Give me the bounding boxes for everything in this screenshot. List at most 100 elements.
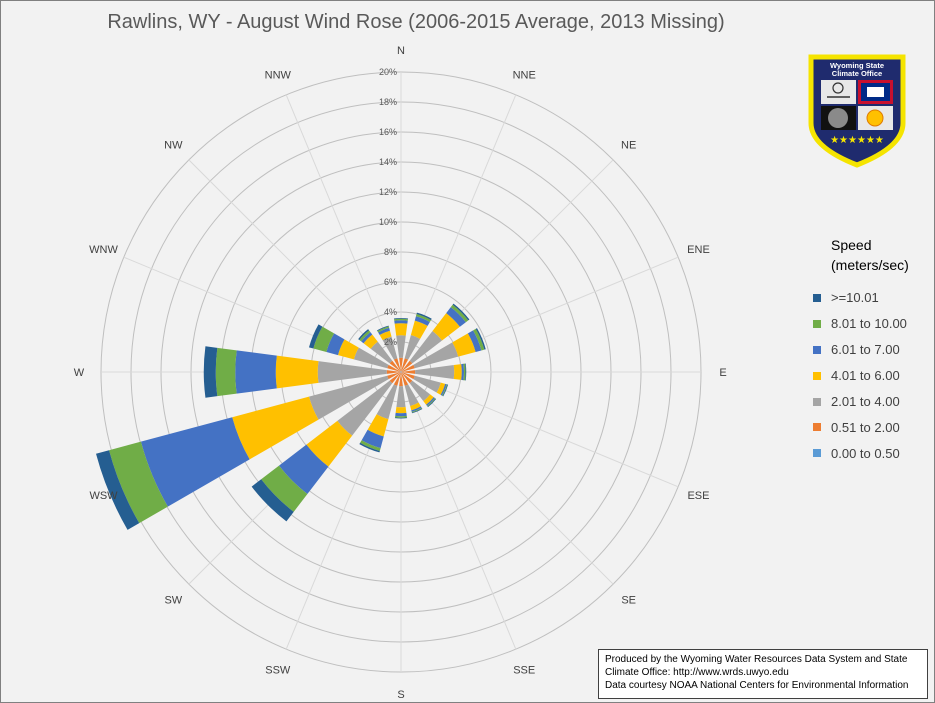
bar-segment — [467, 330, 482, 353]
legend-label: 4.01 to 6.00 — [831, 368, 900, 384]
direction-label: S — [397, 689, 404, 701]
bar-segment — [386, 370, 401, 374]
radial-tick-label: 12% — [379, 187, 397, 197]
bar-segment — [399, 357, 403, 372]
bar-segment — [452, 333, 476, 357]
bar-segment — [409, 330, 443, 364]
legend-title: Speed (meters/sec) — [813, 235, 933, 275]
bar-segment — [464, 363, 467, 381]
direction-label: WNW — [89, 244, 118, 256]
bar-segment — [363, 334, 378, 349]
bar-segment — [361, 332, 373, 344]
bar-segment — [395, 415, 407, 418]
legend-swatch — [813, 371, 821, 380]
bar-segment — [401, 372, 402, 373]
bar-segment — [442, 384, 449, 397]
bar-segment — [393, 318, 409, 320]
climate-office-logo: Wyoming State Climate Office ★★★★★★ — [808, 54, 906, 168]
bar-segment — [377, 325, 389, 332]
bar-segment — [461, 363, 465, 381]
bar-segment — [394, 320, 408, 324]
bar-segment — [378, 327, 390, 335]
bar-segment — [394, 323, 408, 336]
bar-segment — [317, 361, 387, 383]
logo-earth-icon — [828, 108, 848, 128]
radial-tick-label: 8% — [384, 247, 397, 257]
bar-segment — [394, 318, 408, 321]
direction-label: SSE — [513, 664, 535, 676]
bar-segment — [393, 372, 401, 386]
bar-segment — [251, 479, 294, 522]
bar-segment — [396, 386, 406, 408]
bar-segment — [203, 346, 218, 398]
bar-segment — [463, 363, 466, 381]
credit-line3: Data courtesy NOAA National Centers for … — [605, 680, 909, 691]
direction-label: SW — [164, 595, 182, 607]
direction-label: W — [74, 367, 85, 379]
radial-tick-label: 16% — [379, 127, 397, 137]
direction-label: NE — [621, 139, 636, 151]
bar-segment — [446, 307, 466, 327]
bar-segment — [427, 398, 436, 407]
grid-spoke — [285, 94, 402, 373]
bar-segment — [401, 358, 409, 372]
legend-label: 6.01 to 7.00 — [831, 342, 900, 358]
legend-item: 2.01 to 4.00 — [813, 389, 933, 415]
legend-item: 8.01 to 10.00 — [813, 311, 933, 337]
bar-segment — [313, 326, 335, 353]
grid-spoke — [400, 371, 614, 585]
bar-segment — [416, 312, 432, 321]
direction-label: NW — [164, 139, 183, 151]
logo-text-line2: Climate Office — [832, 69, 882, 78]
legend-item: 0.00 to 0.50 — [813, 440, 933, 466]
legend: Speed (meters/sec) >=10.01 8.01 to 10.00… — [813, 235, 933, 466]
bar-segment — [404, 384, 419, 407]
bar-segment — [395, 406, 407, 414]
legend-swatch — [813, 319, 821, 328]
bar-segment — [359, 330, 371, 342]
grid-spoke — [400, 371, 679, 488]
bar-segment — [399, 372, 403, 387]
legend-item: 6.01 to 7.00 — [813, 337, 933, 363]
bar-segment — [440, 383, 447, 396]
bar-segment — [441, 384, 448, 396]
logo-text-line1: Wyoming State — [830, 61, 884, 70]
bar-segment — [414, 316, 430, 326]
bar-segment — [359, 442, 380, 453]
bar-segment — [232, 396, 319, 460]
logo-sun-icon — [866, 109, 884, 127]
bar-segment — [389, 360, 401, 372]
bar-segment — [411, 407, 422, 413]
radial-tick-label: 10% — [379, 217, 397, 227]
bar-segment — [401, 371, 402, 372]
credit-line2: Climate Office: http://www.wrds.uwyo.edu — [605, 667, 789, 678]
bar-segment — [401, 372, 415, 380]
legend-swatch — [813, 293, 821, 302]
bar-segment — [394, 417, 408, 419]
legend-swatch — [813, 397, 821, 406]
bar-segment — [413, 342, 459, 369]
bar-segment — [396, 335, 406, 358]
direction-label: SE — [621, 595, 636, 607]
bar-segment — [411, 408, 423, 414]
bar-segment — [401, 360, 413, 372]
radial-tick-label: 18% — [379, 97, 397, 107]
bar-segment — [306, 420, 353, 467]
direction-label: NNE — [513, 70, 536, 82]
legend-label: >=10.01 — [831, 290, 879, 306]
bar-segment — [140, 417, 250, 507]
radial-tick-label: 20% — [379, 67, 397, 77]
bar-segment — [326, 333, 345, 356]
bar-segment — [436, 382, 446, 395]
logo-figure-icon — [832, 82, 844, 94]
bar-segment — [427, 398, 437, 408]
radial-tick-labels: 2% 4% 6% 8% 10% 12% 14% 16% 18% 20% — [379, 67, 397, 347]
bar-segment — [387, 372, 401, 380]
legend-item: 0.51 to 2.00 — [813, 414, 933, 440]
legend-title-line1: Speed — [831, 237, 872, 253]
legend-item: >=10.01 — [813, 285, 933, 311]
bar-segment — [411, 406, 422, 412]
bar-segment — [387, 364, 401, 372]
